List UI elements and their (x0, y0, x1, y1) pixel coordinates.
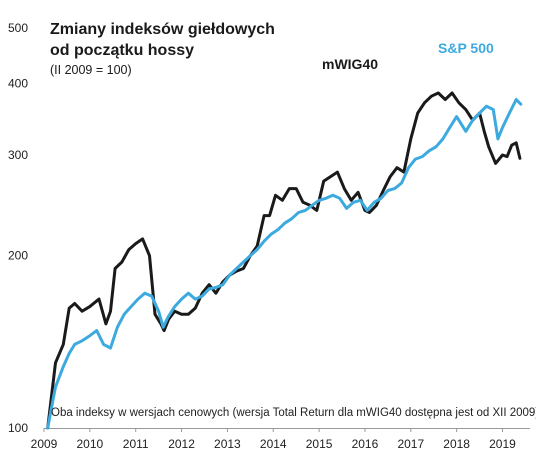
series-group (46, 91, 523, 430)
series-line-mwig40 (46, 91, 522, 430)
chart-note: Oba indeksy w wersjach cenowych (wersja … (51, 407, 536, 419)
x-tick-label: 2019 (489, 437, 516, 451)
x-axis: 2009 2010 2011 2012 2013 2014 2015 2016 2017 2018… (31, 428, 516, 451)
x-tick-label: 2009 (31, 437, 58, 451)
y-tick-label: 100 (8, 421, 28, 435)
legend-label-mwig40: mWIG40 (322, 56, 378, 72)
chart-title: Zmiany indeksów giełdowych (50, 21, 275, 38)
x-tick-label: 2014 (260, 437, 287, 451)
x-tick-label: 2015 (306, 437, 333, 451)
y-axis: 100 200 300 400 500 (8, 21, 28, 435)
y-tick-label: 400 (8, 76, 28, 90)
legend-label-sp500: S&P 500 (438, 40, 494, 56)
x-tick-label: 2010 (76, 437, 103, 451)
chart-title-line2: od początku hossy (50, 42, 194, 59)
y-tick-label: 200 (8, 249, 28, 263)
x-tick-label: 2013 (214, 437, 241, 451)
x-tick-label: 2016 (352, 437, 379, 451)
y-tick-label: 500 (8, 21, 28, 35)
chart-subtitle: (II 2009 = 100) (50, 63, 132, 77)
series-line-sp500 (46, 98, 523, 430)
x-tick-label: 2012 (168, 437, 195, 451)
x-tick-label: 2011 (123, 437, 149, 451)
y-tick-label: 300 (8, 148, 28, 162)
x-tick-label: 2017 (397, 437, 424, 451)
x-tick-label: 2018 (443, 437, 470, 451)
